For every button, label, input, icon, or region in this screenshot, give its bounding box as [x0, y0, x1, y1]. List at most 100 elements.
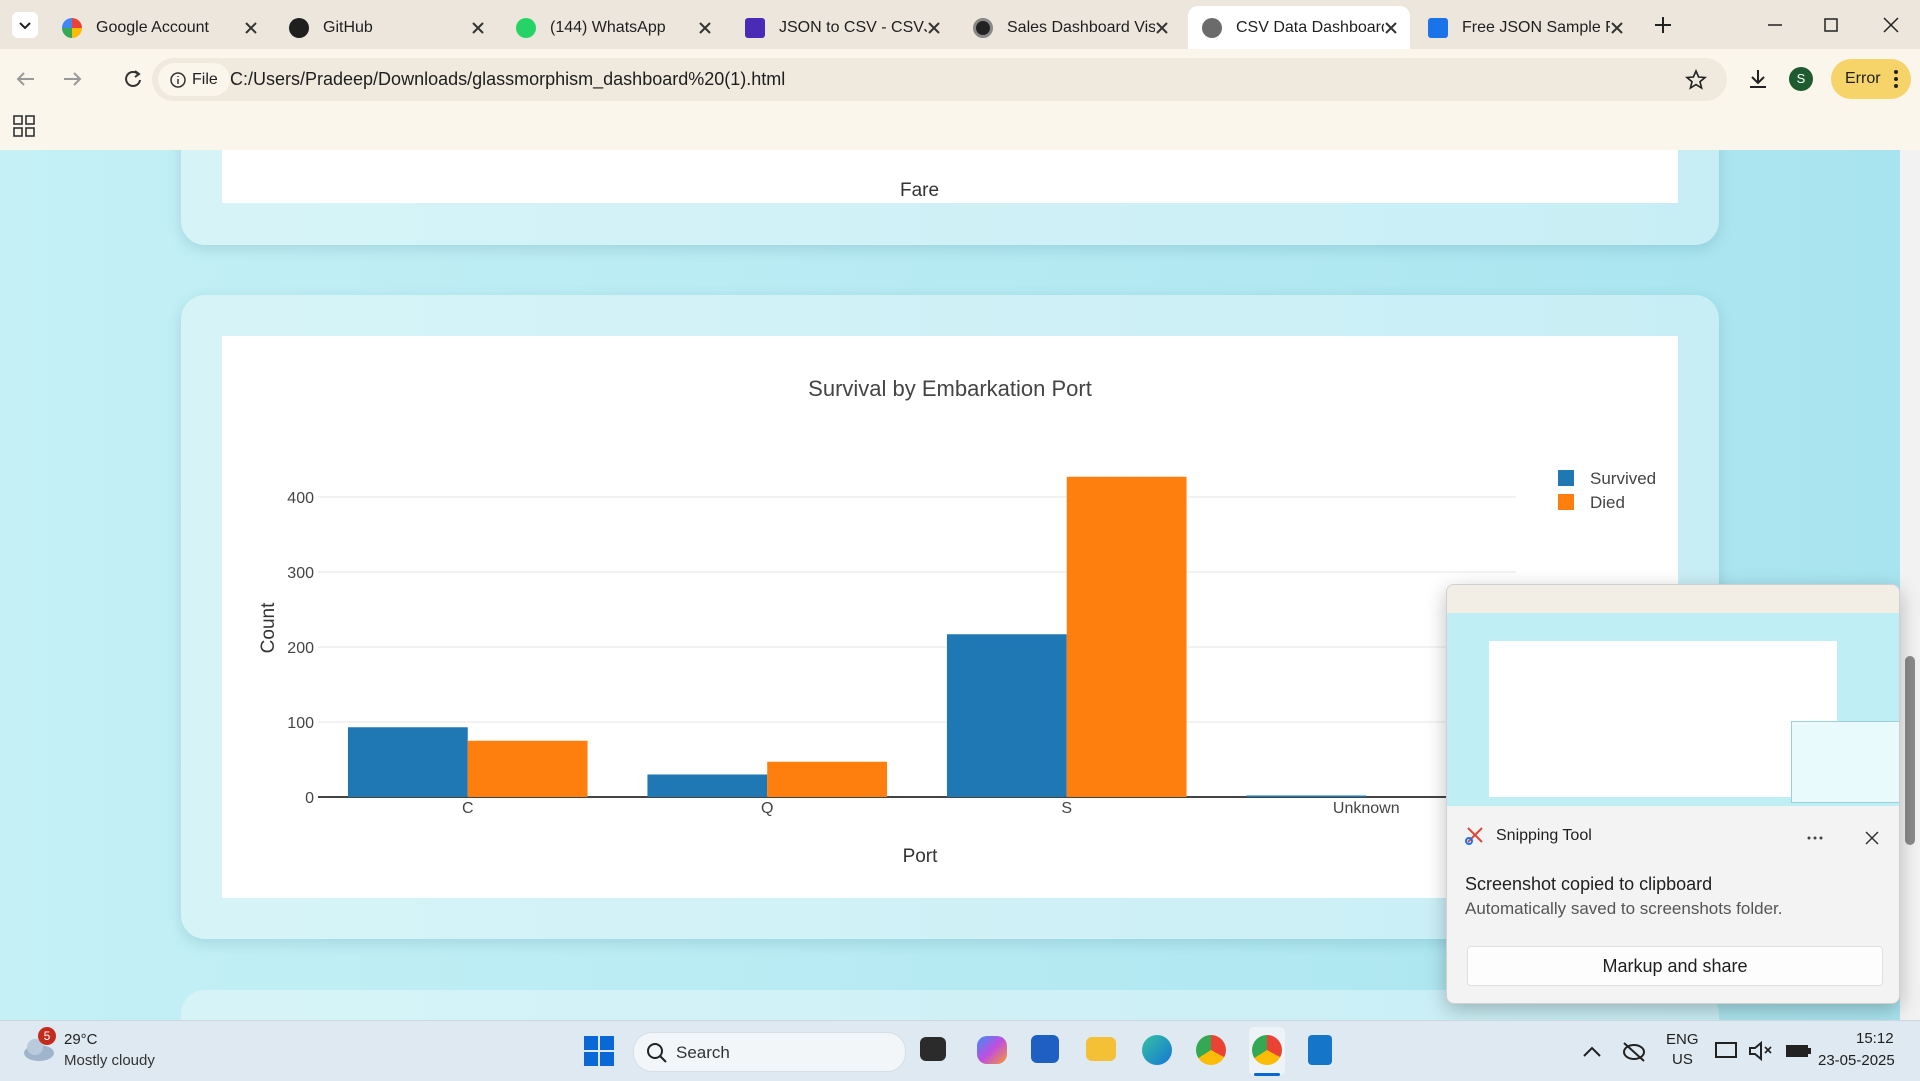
app-icon[interactable] — [977, 1036, 1007, 1064]
notification-actions[interactable] — [1807, 831, 1887, 845]
notification-app: Snipping Tool — [1496, 827, 1592, 844]
notification[interactable]: Snipping Tool Screenshot copied to clipb… — [1446, 584, 1900, 1004]
app-icon[interactable] — [1031, 1035, 1059, 1063]
favicon — [289, 17, 309, 38]
x-tick-label: Q — [761, 800, 773, 817]
scrollbar[interactable] — [1900, 150, 1920, 1020]
bar — [347, 727, 468, 797]
favicon — [62, 17, 82, 38]
app-icon[interactable] — [1086, 1037, 1116, 1061]
app-icon[interactable] — [1196, 1035, 1226, 1065]
region[interactable]: US — [1672, 1051, 1693, 1068]
tab-close[interactable] — [1155, 21, 1169, 35]
y-tick-label: 100 — [287, 715, 314, 732]
bar — [767, 761, 888, 797]
tab[interactable]: Google Account — [48, 6, 270, 49]
y-axis-title: Count — [258, 602, 279, 653]
chart-title: Survival by Embarkation Port — [808, 376, 1092, 401]
language[interactable]: ENG — [1666, 1031, 1699, 1048]
tab-title: GitHub — [323, 18, 373, 36]
favicon — [1202, 17, 1222, 38]
legend-swatch — [1558, 494, 1574, 510]
bar — [1246, 795, 1367, 797]
search-box[interactable]: Search — [633, 1032, 906, 1072]
app-icon[interactable] — [920, 1037, 946, 1061]
y-tick-label: 400 — [287, 490, 314, 507]
address-chip[interactable]: File — [158, 63, 230, 96]
bar — [467, 740, 588, 797]
toolbar: File C:/Users/Pradeep/Downloads/glassmor… — [0, 49, 1920, 151]
tab-close[interactable] — [471, 21, 485, 35]
tab[interactable]: JSON to CSV - CSVJS — [731, 6, 953, 49]
bookmark-star[interactable] — [1685, 69, 1707, 91]
tab[interactable]: (144) WhatsApp — [502, 6, 724, 49]
x-axis-title: Fare — [900, 180, 940, 201]
bar — [1066, 476, 1187, 797]
clock-date[interactable]: 23-05-2025 — [1818, 1052, 1895, 1069]
profile-avatar[interactable]: S — [1789, 67, 1813, 91]
favicon — [516, 17, 536, 38]
download-icon[interactable] — [1746, 67, 1770, 91]
app-icon[interactable] — [1252, 1035, 1282, 1065]
tab[interactable]: Free JSON Sample Fi — [1414, 6, 1636, 49]
tab-close[interactable] — [244, 21, 258, 35]
app-icon[interactable] — [1142, 1035, 1172, 1065]
favicon — [745, 17, 765, 38]
address-bar[interactable]: File C:/Users/Pradeep/Downloads/glassmor… — [152, 58, 1727, 101]
new-tab-button[interactable] — [1653, 15, 1673, 35]
system-tray[interactable] — [1582, 1041, 1782, 1063]
tab-title: JSON to CSV - CSVJS — [779, 18, 927, 36]
bar — [946, 634, 1067, 797]
x-axis-title: Port — [903, 846, 939, 867]
tab-title: Google Account — [96, 18, 209, 36]
chart: Survival by Embarkation Port 0 100 200 300 40… — [222, 336, 1678, 898]
bar — [647, 774, 768, 797]
tray-icons[interactable] — [1714, 1039, 1832, 1063]
scrollbar-thumb[interactable] — [1905, 656, 1915, 845]
tab-active[interactable]: CSV Data Dashboard — [1188, 6, 1410, 49]
app-icon[interactable] — [1308, 1035, 1332, 1065]
legend-swatch — [1558, 470, 1574, 486]
notification-title: Screenshot copied to clipboard — [1465, 874, 1713, 894]
address-chip-text: File — [192, 71, 218, 88]
weather-icon[interactable] — [22, 1035, 56, 1063]
tab-close[interactable] — [1610, 21, 1624, 35]
weather-condition: Mostly cloudy — [64, 1052, 155, 1069]
menu-dots — [1894, 70, 1898, 88]
favicon — [973, 17, 993, 38]
tab[interactable]: GitHub — [275, 6, 497, 49]
viewport: Fare Survival by Embarkation Port 0 100 200… — [0, 150, 1900, 1020]
tab-close[interactable] — [1384, 21, 1398, 35]
favicon — [1428, 17, 1448, 38]
legend-label: Survived — [1590, 469, 1656, 488]
tab-close[interactable] — [927, 21, 941, 35]
active-indicator — [1254, 1073, 1280, 1076]
tab-close[interactable] — [698, 21, 712, 35]
tab[interactable]: Sales Dashboard Visu — [959, 6, 1181, 49]
notification-message: Automatically saved to screenshots folde… — [1465, 899, 1783, 918]
search-icon — [647, 1043, 667, 1063]
y-tick-label: 200 — [287, 640, 314, 657]
chart-panel: Fare — [222, 150, 1678, 203]
clock-time[interactable]: 15:12 — [1856, 1030, 1894, 1047]
apps-icon[interactable] — [13, 115, 35, 137]
window-controls[interactable] — [1760, 14, 1910, 36]
x-tick-label: C — [462, 800, 474, 817]
tab-title: Free JSON Sample Fi — [1462, 18, 1610, 36]
tab-strip: Google Account GitHub (144) WhatsApp JSO… — [0, 0, 1920, 49]
snipping-icon — [1465, 827, 1483, 845]
card: Fare — [181, 150, 1719, 245]
error-button[interactable]: Error — [1831, 59, 1911, 99]
error-button-text: Error — [1845, 70, 1881, 87]
tab-title: Sales Dashboard Visu — [1007, 18, 1155, 36]
notification-button[interactable]: Markup and share — [1467, 946, 1883, 986]
nav-buttons[interactable] — [14, 67, 154, 91]
chart-background — [222, 336, 1678, 898]
tab-title: (144) WhatsApp — [550, 18, 666, 36]
taskbar: 5 29°C Mostly cloudy Search ENG US 15:12… — [0, 1020, 1920, 1081]
tab-search-button[interactable] — [12, 12, 38, 38]
start-button[interactable] — [584, 1036, 614, 1066]
y-tick-label: 300 — [287, 565, 314, 582]
tab-title: CSV Data Dashboard — [1236, 18, 1384, 36]
